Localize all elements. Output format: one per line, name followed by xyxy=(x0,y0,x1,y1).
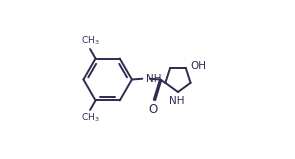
Text: NH: NH xyxy=(146,74,161,84)
Text: OH: OH xyxy=(191,61,206,71)
Text: O: O xyxy=(148,103,158,116)
Text: CH$_3$: CH$_3$ xyxy=(81,111,99,124)
Text: NH: NH xyxy=(169,96,184,106)
Text: CH$_3$: CH$_3$ xyxy=(81,35,99,48)
